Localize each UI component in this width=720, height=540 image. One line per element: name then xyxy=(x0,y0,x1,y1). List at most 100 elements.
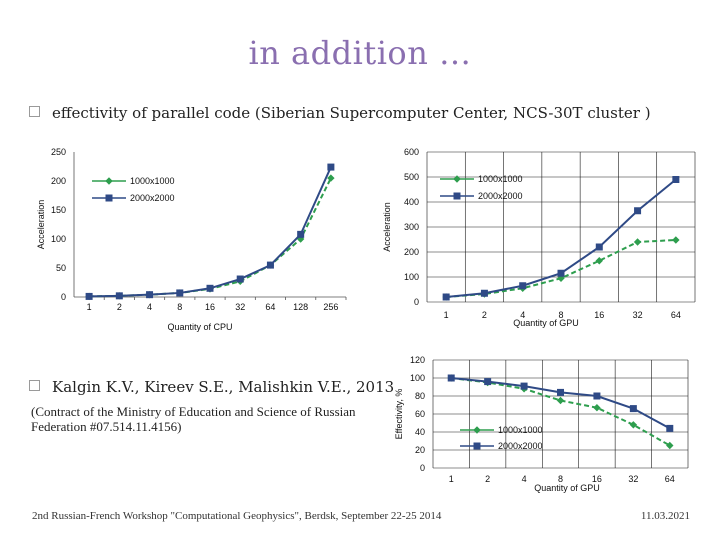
efficiency-y-tick-label: 100 xyxy=(410,373,425,383)
efficiency-series-line-1000x1000 xyxy=(451,377,671,447)
gpu-acceleration-chart: 0 100 200 300 400 500 600 1 2 4 8 16 32 64 Quantity of… xyxy=(382,147,696,328)
gpu-x-tick-label: 64 xyxy=(671,310,681,320)
cpu-data-point xyxy=(176,289,184,297)
cpu-legend-marker xyxy=(105,177,113,185)
efficiency-legend-label: 1000x1000 xyxy=(498,425,543,435)
gpu-series-line-1000x1000 xyxy=(446,239,676,298)
slide-title: in addition … xyxy=(248,34,472,72)
efficiency-plot-area: 0 20 40 60 80 100 120 1 2 4 8 16 32 64 Quantity of GPU… xyxy=(394,355,689,493)
gpu-legend-marker xyxy=(453,192,461,200)
bullet-square-icon xyxy=(29,106,40,117)
gpu-data-point xyxy=(634,207,642,215)
efficiency-data-point xyxy=(484,378,492,386)
gpu-y-tick-label: 500 xyxy=(404,172,419,182)
gpu-data-point xyxy=(595,257,603,265)
cpu-y-axis-label: Acceleration xyxy=(36,200,46,250)
efficiency-x-tick-label: 64 xyxy=(665,474,675,484)
efficiency-x-tick-label: 32 xyxy=(628,474,638,484)
efficiency-legend-label: 2000x2000 xyxy=(498,441,543,451)
cpu-x-axis-label: Quantity of CPU xyxy=(167,322,232,332)
cpu-legend-marker xyxy=(105,194,113,202)
cpu-series-line-2000x2000 xyxy=(89,166,332,298)
cpu-y-tick-label: 50 xyxy=(56,263,66,273)
gpu-y-tick-label: 0 xyxy=(414,297,419,307)
efficiency-x-tick-label: 4 xyxy=(522,474,527,484)
gpu-effectivity-chart: 0 20 40 60 80 100 120 1 2 4 8 16 32 64 Quantity of GPU… xyxy=(394,355,689,493)
gpu-y-tick-label: 200 xyxy=(404,247,419,257)
cpu-x-tick-label: 2 xyxy=(117,302,122,312)
cpu-x-tick-label: 8 xyxy=(177,302,182,312)
cpu-x-tick-label: 32 xyxy=(235,302,245,312)
gpu-y-tick-label: 100 xyxy=(404,272,419,282)
cpu-data-point xyxy=(266,261,274,269)
gpu-x-tick-label: 32 xyxy=(633,310,643,320)
cpu-y-tick-label: 200 xyxy=(51,176,66,186)
cpu-data-point xyxy=(236,275,244,283)
cpu-x-tick-label: 256 xyxy=(323,302,338,312)
efficiency-legend-marker xyxy=(473,442,481,450)
cpu-data-point xyxy=(327,163,335,171)
gpu-data-point xyxy=(557,269,565,277)
cpu-legend-label: 2000x2000 xyxy=(130,193,175,203)
efficiency-data-point xyxy=(629,421,638,429)
gpu-x-tick-label: 2 xyxy=(482,310,487,320)
gpu-x-tick-label: 1 xyxy=(444,310,449,320)
gpu-data-point xyxy=(633,238,642,246)
efficiency-data-point xyxy=(557,388,564,396)
footer-workshop: 2nd Russian-French Workshop "Computation… xyxy=(32,510,442,522)
gpu-data-point xyxy=(595,243,603,251)
gpu-x-tick-label: 16 xyxy=(594,310,604,320)
gpu-data-point xyxy=(672,236,680,244)
efficiency-x-tick-label: 8 xyxy=(558,474,563,484)
bullet-effectivity-text: effectivity of parallel code (Siberian S… xyxy=(52,104,651,122)
cpu-x-tick-label: 128 xyxy=(293,302,308,312)
cpu-data-point xyxy=(297,230,305,238)
gpu-x-tick-label: 8 xyxy=(558,310,563,320)
efficiency-y-tick-label: 120 xyxy=(410,355,425,365)
gpu-data-point xyxy=(442,293,450,301)
efficiency-x-tick-label: 2 xyxy=(485,474,490,484)
cpu-y-tick-label: 100 xyxy=(51,234,66,244)
efficiency-y-tick-label: 20 xyxy=(415,445,425,455)
cpu-x-tick-label: 16 xyxy=(205,302,215,312)
gpu-data-point xyxy=(480,289,488,297)
contract-note: (Contract of the Ministry of Education a… xyxy=(31,404,356,434)
cpu-y-tick-label: 0 xyxy=(61,292,66,302)
footer-date: 11.03.2021 xyxy=(640,510,690,522)
gpu-plot-area: 0 100 200 300 400 500 600 1 2 4 8 16 32 64 Quantity of… xyxy=(382,147,696,328)
efficiency-y-tick-label: 80 xyxy=(415,391,425,401)
efficiency-x-tick-label: 1 xyxy=(449,474,454,484)
bullet-effectivity: effectivity of parallel code (Siberian S… xyxy=(29,104,651,122)
gpu-x-axis-label: Quantity of GPU xyxy=(513,318,579,328)
gpu-y-tick-label: 300 xyxy=(404,222,419,232)
cpu-data-point xyxy=(327,174,335,182)
cpu-data-point xyxy=(206,284,214,292)
efficiency-legend-marker xyxy=(473,426,481,434)
efficiency-y-tick-label: 60 xyxy=(415,409,425,419)
efficiency-data-point xyxy=(593,392,601,400)
bullet-authors-text: Kalgin K.V., Kireev S.E., Malishkin V.E.… xyxy=(52,378,395,396)
cpu-data-point xyxy=(85,292,93,300)
cpu-y-tick-label: 250 xyxy=(51,147,66,157)
efficiency-y-tick-label: 40 xyxy=(415,427,425,437)
efficiency-data-point xyxy=(666,424,674,432)
gpu-y-axis-label: Acceleration xyxy=(382,202,392,252)
gpu-data-point xyxy=(672,176,680,183)
efficiency-y-axis-label: Effectivity, % xyxy=(394,389,404,440)
gpu-y-tick-label: 600 xyxy=(404,147,419,157)
efficiency-data-point xyxy=(666,441,674,450)
efficiency-data-point xyxy=(593,403,601,412)
efficiency-data-point xyxy=(520,382,528,390)
gpu-legend-label: 1000x1000 xyxy=(478,174,523,184)
gpu-legend-marker xyxy=(453,175,461,183)
cpu-y-tick-label: 150 xyxy=(51,205,66,215)
bullet-authors: Kalgin K.V., Kireev S.E., Malishkin V.E.… xyxy=(29,378,394,396)
efficiency-x-tick-label: 16 xyxy=(592,474,602,484)
bullet-square-icon xyxy=(29,380,40,391)
efficiency-data-point xyxy=(629,405,637,413)
efficiency-y-tick-label: 0 xyxy=(420,463,425,473)
cpu-acceleration-chart: 0 50 100 150 200 250 1 2 4 8 16 32 64 128 256 Quantity … xyxy=(36,147,347,332)
cpu-plot-area: 0 50 100 150 200 250 1 2 4 8 16 32 64 128 256 Quantity … xyxy=(36,147,347,332)
cpu-legend-label: 1000x1000 xyxy=(130,176,175,186)
gpu-x-tick-label: 4 xyxy=(520,310,525,320)
